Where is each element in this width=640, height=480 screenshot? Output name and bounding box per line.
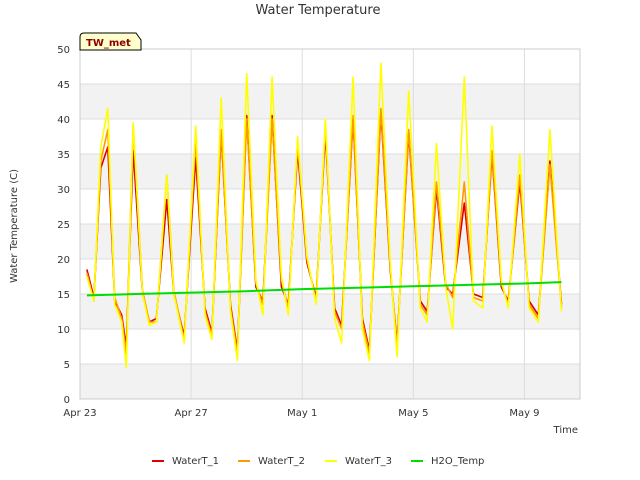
y-tick-label: 45 bbox=[57, 80, 70, 91]
y-tick-label: 10 bbox=[57, 325, 70, 336]
y-tick-label: 15 bbox=[57, 290, 70, 301]
x-tick-label: May 5 bbox=[398, 408, 428, 419]
x-tick-labels: Apr 23 Apr 27 May 1 May 5 May 9 bbox=[63, 408, 539, 419]
plot-band bbox=[80, 294, 580, 329]
plot-background-bands bbox=[80, 84, 580, 399]
y-axis-label: Water Temperature (C) bbox=[9, 169, 20, 283]
x-tick-label: Apr 27 bbox=[175, 408, 208, 419]
x-tick-label: Apr 23 bbox=[63, 408, 96, 419]
plot-frame bbox=[79, 48, 581, 400]
y-tick-labels: 0 5 10 15 20 25 30 35 40 45 50 bbox=[57, 45, 70, 406]
series-line-h2o_temp bbox=[86, 281, 562, 297]
legend-label-watert_2: WaterT_2 bbox=[258, 456, 305, 467]
y-tick-label: 20 bbox=[57, 255, 70, 266]
y-tick-label: 25 bbox=[57, 220, 70, 231]
y-tick-label: 0 bbox=[64, 395, 70, 406]
x-tick-label: May 9 bbox=[509, 408, 539, 419]
chart-title: Water Temperature bbox=[256, 3, 381, 18]
plot-band bbox=[80, 154, 580, 189]
y-tick-label: 40 bbox=[57, 115, 70, 126]
legend-label-h2o_temp: H2O_Temp bbox=[431, 456, 484, 467]
legend-label-watert_1: WaterT_1 bbox=[172, 456, 219, 467]
x-axis-label: Time bbox=[553, 425, 578, 436]
badge-box bbox=[79, 32, 142, 51]
station-badge: TW_met bbox=[79, 32, 142, 51]
legend-label-watert_3: WaterT_3 bbox=[345, 456, 392, 467]
badge-label: TW_met bbox=[86, 38, 131, 49]
series-line-watert_3 bbox=[86, 62, 563, 369]
plot-band bbox=[80, 364, 580, 399]
legend: WaterT_1 WaterT_2 WaterT_3 H2O_Temp bbox=[152, 456, 484, 467]
x-tick-label: May 1 bbox=[287, 408, 317, 419]
plot-band bbox=[80, 84, 580, 119]
y-tick-label: 50 bbox=[57, 45, 70, 56]
series-lines bbox=[86, 62, 563, 369]
y-tick-label: 30 bbox=[57, 185, 70, 196]
y-tick-label: 35 bbox=[57, 150, 70, 161]
y-tick-label: 5 bbox=[64, 360, 70, 371]
